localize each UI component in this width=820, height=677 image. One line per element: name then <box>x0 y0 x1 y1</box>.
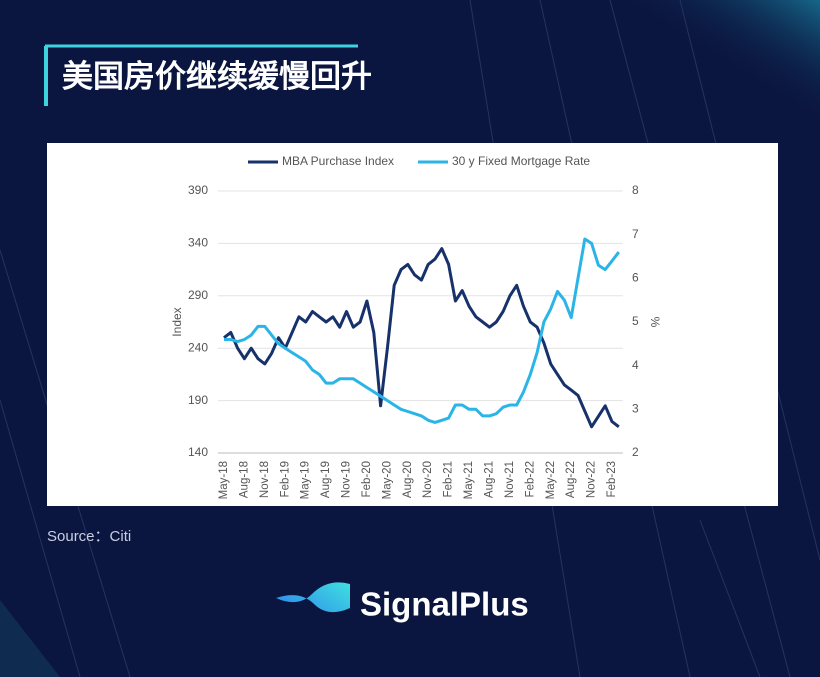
legend-label: MBA Purchase Index <box>282 154 394 168</box>
y-tick-label: 190 <box>188 393 208 407</box>
y2-tick-label: 5 <box>632 314 639 328</box>
x-tick-label: Nov-22 <box>586 461 598 498</box>
logo-mark <box>276 582 350 632</box>
x-tick-label: May-22 <box>545 461 557 499</box>
series-line <box>223 247 620 429</box>
x-tick-label: Nov-19 <box>341 461 353 498</box>
y2-tick-label: 6 <box>632 271 639 285</box>
y2-tick-label: 4 <box>632 358 639 372</box>
y2-axis-label: % <box>648 317 662 328</box>
x-tick-label: Feb-21 <box>443 461 455 497</box>
y2-tick-label: 3 <box>632 402 639 416</box>
y-tick-label: 240 <box>188 340 208 354</box>
x-tick-label: Feb-20 <box>361 461 373 497</box>
x-tick-label: Feb-23 <box>606 461 618 497</box>
y-tick-label: 390 <box>188 183 208 197</box>
x-tick-label: Feb-19 <box>279 461 291 497</box>
source-note: Source：Citi <box>47 528 131 545</box>
x-tick-label: Nov-18 <box>259 461 271 498</box>
x-tick-label: May-21 <box>463 461 475 499</box>
x-tick-label: May-20 <box>381 461 393 499</box>
x-tick-label: Aug-18 <box>238 461 250 498</box>
y-tick-label: 290 <box>188 288 208 302</box>
x-tick-label: Aug-20 <box>402 461 414 498</box>
x-tick-label: Nov-21 <box>504 461 516 498</box>
page-title: 美国房价继续缓慢回升 <box>62 59 372 94</box>
x-tick-label: May-19 <box>300 461 312 499</box>
series-line <box>224 237 620 424</box>
x-tick-label: Nov-20 <box>422 461 434 498</box>
y2-tick-label: 7 <box>632 227 639 241</box>
brand-name: SignalPlus <box>360 586 529 623</box>
x-tick-label: Aug-21 <box>484 461 496 498</box>
y-tick-label: 340 <box>188 236 208 250</box>
y-axis-label: Index <box>170 307 184 336</box>
glow <box>560 0 820 160</box>
x-tick-label: Aug-22 <box>565 461 577 498</box>
y-tick-label: 140 <box>188 445 208 459</box>
decor-shape <box>0 600 60 677</box>
y2-tick-label: 8 <box>632 183 639 197</box>
legend-label: 30 y Fixed Mortgage Rate <box>452 154 590 168</box>
x-tick-label: May-18 <box>218 461 230 499</box>
x-tick-label: Feb-22 <box>524 461 536 497</box>
chart-panel <box>47 143 778 506</box>
y2-tick-label: 2 <box>632 445 639 459</box>
x-tick-label: Aug-19 <box>320 461 332 498</box>
